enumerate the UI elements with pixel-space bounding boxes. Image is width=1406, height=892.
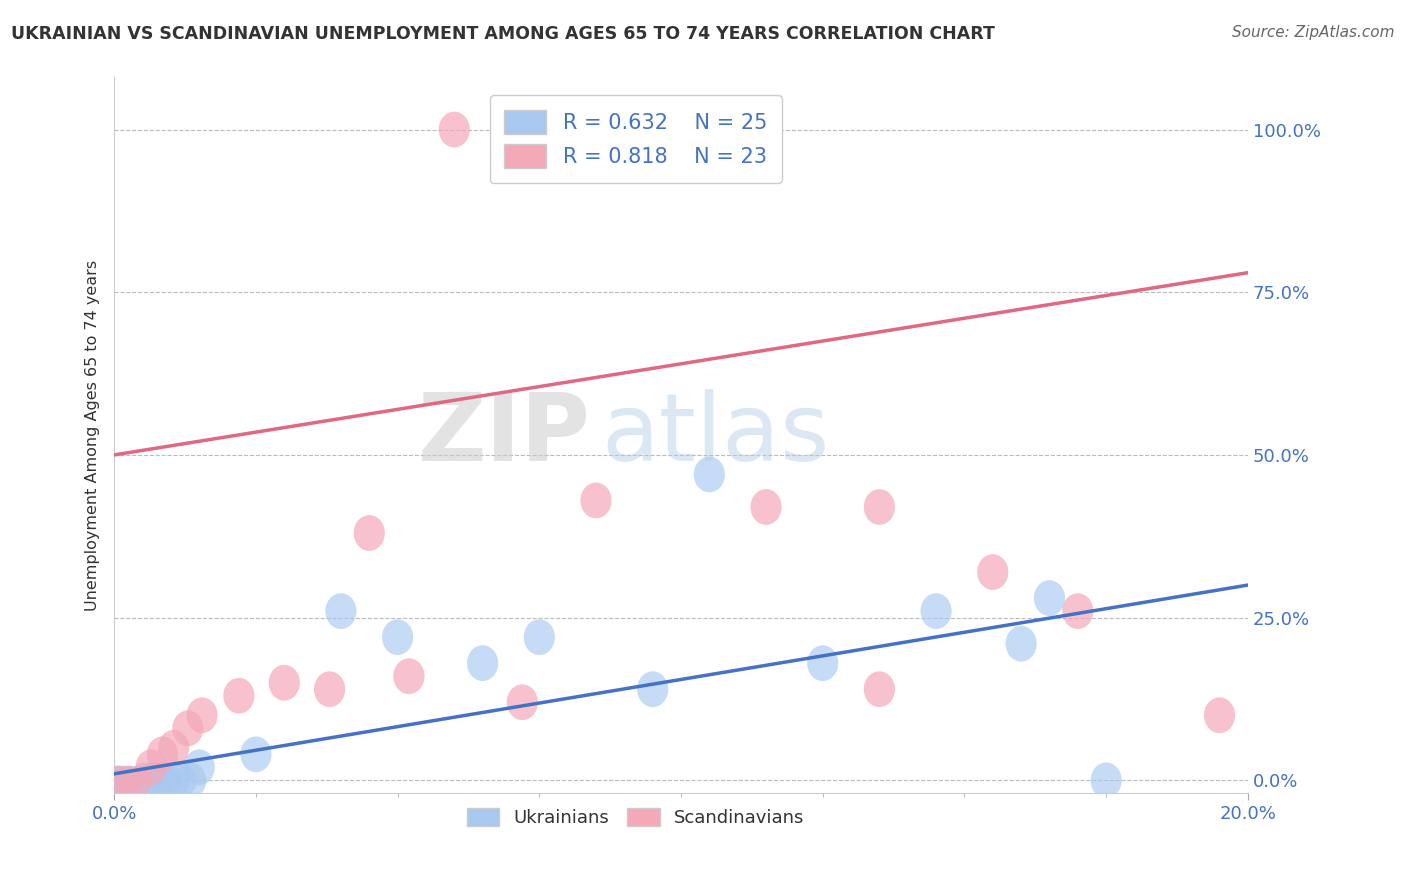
- Ellipse shape: [325, 593, 357, 629]
- Ellipse shape: [150, 763, 181, 798]
- Ellipse shape: [467, 645, 498, 681]
- Ellipse shape: [184, 749, 215, 785]
- Ellipse shape: [439, 112, 470, 147]
- Text: Source: ZipAtlas.com: Source: ZipAtlas.com: [1232, 25, 1395, 40]
- Ellipse shape: [807, 645, 838, 681]
- Ellipse shape: [751, 489, 782, 524]
- Ellipse shape: [637, 672, 668, 707]
- Ellipse shape: [1005, 626, 1036, 662]
- Ellipse shape: [863, 489, 896, 524]
- Ellipse shape: [105, 765, 132, 795]
- Ellipse shape: [143, 763, 176, 798]
- Ellipse shape: [1204, 698, 1234, 733]
- Ellipse shape: [523, 619, 555, 655]
- Ellipse shape: [224, 678, 254, 714]
- Ellipse shape: [1091, 763, 1122, 798]
- Legend: Ukrainians, Scandinavians: Ukrainians, Scandinavians: [460, 801, 811, 834]
- Ellipse shape: [1062, 593, 1094, 629]
- Ellipse shape: [129, 763, 160, 798]
- Ellipse shape: [104, 765, 129, 795]
- Ellipse shape: [115, 765, 141, 795]
- Ellipse shape: [118, 765, 143, 795]
- Ellipse shape: [127, 765, 152, 795]
- Ellipse shape: [394, 658, 425, 694]
- Ellipse shape: [921, 593, 952, 629]
- Ellipse shape: [314, 672, 344, 707]
- Y-axis label: Unemployment Among Ages 65 to 74 years: Unemployment Among Ages 65 to 74 years: [86, 260, 100, 611]
- Ellipse shape: [240, 737, 271, 772]
- Ellipse shape: [187, 698, 218, 733]
- Ellipse shape: [1033, 580, 1064, 616]
- Text: atlas: atlas: [602, 390, 830, 482]
- Ellipse shape: [157, 730, 190, 765]
- Ellipse shape: [157, 763, 190, 798]
- Ellipse shape: [382, 619, 413, 655]
- Ellipse shape: [125, 765, 150, 795]
- Ellipse shape: [693, 457, 725, 492]
- Ellipse shape: [146, 737, 179, 772]
- Ellipse shape: [506, 684, 538, 720]
- Ellipse shape: [173, 710, 204, 747]
- Ellipse shape: [354, 515, 385, 551]
- Ellipse shape: [581, 483, 612, 518]
- Ellipse shape: [112, 765, 138, 795]
- Ellipse shape: [693, 112, 725, 147]
- Ellipse shape: [135, 749, 167, 785]
- Ellipse shape: [166, 763, 197, 798]
- Ellipse shape: [269, 665, 299, 700]
- Text: UKRAINIAN VS SCANDINAVIAN UNEMPLOYMENT AMONG AGES 65 TO 74 YEARS CORRELATION CHA: UKRAINIAN VS SCANDINAVIAN UNEMPLOYMENT A…: [11, 25, 995, 43]
- Ellipse shape: [138, 763, 169, 798]
- Text: ZIP: ZIP: [418, 390, 591, 482]
- Ellipse shape: [176, 763, 207, 798]
- Ellipse shape: [108, 765, 134, 795]
- Ellipse shape: [863, 672, 896, 707]
- Ellipse shape: [977, 554, 1008, 590]
